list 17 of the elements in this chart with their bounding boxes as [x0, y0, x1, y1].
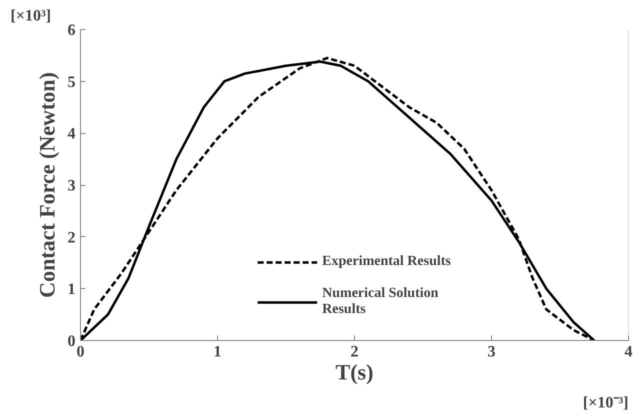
x-tick-label: 2 — [350, 344, 358, 360]
y-tick-label: 4 — [68, 126, 76, 143]
y-tick-label: 2 — [68, 229, 76, 246]
y-tick-label: 3 — [68, 178, 76, 194]
y-tick-label: 0 — [68, 333, 76, 350]
x-tick-label: 4 — [624, 344, 632, 360]
legend-label: Experimental Results — [322, 254, 451, 270]
y-tick-label: 5 — [68, 74, 76, 91]
x-tick-label: 1 — [214, 344, 222, 360]
x-tick-label: 3 — [488, 344, 496, 360]
x-axis-title: T(s) — [336, 360, 374, 384]
text: [×10⁻³] — [582, 394, 629, 412]
y-tick-label: 1 — [68, 281, 76, 298]
y-axis-title: Contact Force (Newton) — [34, 72, 60, 298]
legend-label: Numerical Solution Results — [322, 286, 438, 318]
y-tick-label: 6 — [68, 22, 76, 39]
text: [×10³] — [10, 8, 52, 24]
